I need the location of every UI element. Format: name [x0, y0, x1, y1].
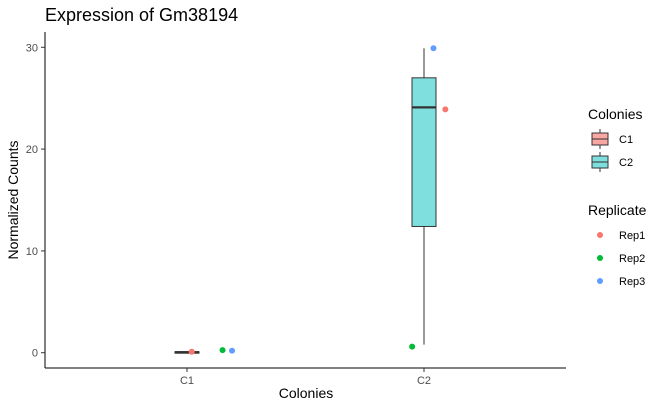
legend-replicate-label: Rep1 — [619, 230, 645, 242]
point-c2-rep2 — [409, 343, 416, 350]
legend-colonies-item: C2 — [591, 152, 633, 172]
x-axis-title: Colonies — [279, 385, 333, 401]
legend-replicate-title: Replicate — [588, 202, 647, 218]
legend-colonies-item: C1 — [591, 129, 633, 149]
legend-colonies: Colonies C1 C2 — [588, 106, 642, 172]
x-axis-ticks: C1 C2 — [180, 368, 431, 387]
legend-key-point — [597, 232, 603, 238]
box-body — [411, 77, 437, 227]
boxes — [174, 48, 437, 354]
point-c2-rep3 — [430, 45, 437, 52]
y-tick-label: 0 — [32, 348, 38, 360]
point-c1-rep2 — [219, 347, 226, 354]
y-tick-label: 20 — [26, 144, 38, 156]
box-c2 — [411, 48, 437, 345]
legend-replicate-item: Rep1 — [597, 230, 645, 242]
y-axis-title: Normalized Counts — [5, 140, 21, 259]
legend-key-point — [597, 278, 603, 284]
legend-key-point — [597, 255, 603, 261]
legend-colonies-title: Colonies — [588, 106, 642, 122]
x-tick-label: C2 — [417, 375, 431, 387]
chart-title: Expression of Gm38194 — [45, 5, 238, 25]
legend-replicate-label: Rep3 — [619, 276, 645, 288]
legend-colonies-label: C2 — [619, 157, 633, 169]
legend-colonies-label: C1 — [619, 134, 633, 146]
point-c2-rep1 — [442, 106, 449, 113]
point-c1-rep1 — [188, 348, 195, 355]
y-tick-label: 30 — [26, 42, 38, 54]
legend-replicate-label: Rep2 — [619, 253, 645, 265]
y-axis-ticks: 0 10 20 30 — [26, 42, 45, 360]
legend-replicate-item: Rep2 — [597, 253, 645, 265]
point-c1-rep3 — [229, 347, 236, 354]
points — [188, 45, 449, 355]
legend-replicate: Replicate Rep1 Rep2 Rep3 — [588, 202, 647, 288]
x-tick-label: C1 — [180, 375, 194, 387]
plot-area: 0 10 20 30 C1 C2 — [26, 32, 566, 387]
y-tick-label: 10 — [26, 246, 38, 258]
legend-replicate-item: Rep3 — [597, 276, 645, 288]
box-c1 — [174, 351, 200, 354]
